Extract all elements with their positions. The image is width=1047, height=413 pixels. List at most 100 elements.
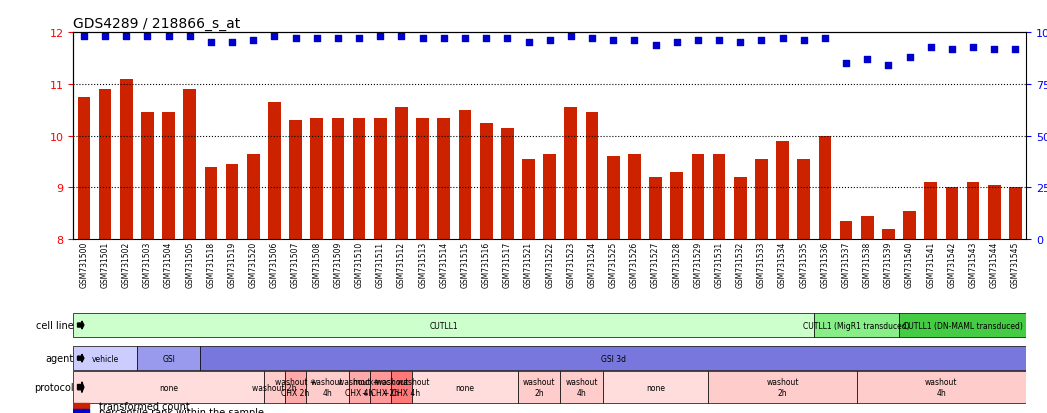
Text: CUTLL1 (MigR1 transduced): CUTLL1 (MigR1 transduced) xyxy=(803,321,910,330)
Bar xyxy=(713,154,726,240)
Point xyxy=(181,34,198,40)
FancyArrow shape xyxy=(77,354,84,362)
Point xyxy=(922,44,939,51)
Text: none: none xyxy=(159,383,178,392)
Point xyxy=(732,40,749,47)
Bar xyxy=(204,167,218,240)
Point xyxy=(711,38,728,45)
Bar xyxy=(925,183,937,240)
Point xyxy=(562,34,579,40)
Point xyxy=(436,36,452,43)
FancyBboxPatch shape xyxy=(413,371,518,403)
Text: washout 2h: washout 2h xyxy=(252,383,296,392)
Point xyxy=(139,34,156,40)
Text: mock washout
+ CHX 2h: mock washout + CHX 2h xyxy=(353,377,408,397)
Point xyxy=(690,38,707,45)
FancyBboxPatch shape xyxy=(370,371,391,403)
Bar xyxy=(607,157,620,240)
Point xyxy=(774,36,790,43)
Point xyxy=(583,36,600,43)
Bar xyxy=(73,409,89,413)
Bar xyxy=(670,172,683,240)
Text: vehicle: vehicle xyxy=(91,354,118,363)
Bar xyxy=(819,136,831,240)
Point xyxy=(499,36,516,43)
Point xyxy=(859,57,875,63)
Point xyxy=(605,38,622,45)
Point xyxy=(96,34,113,40)
Bar xyxy=(861,216,873,240)
Bar xyxy=(840,221,852,240)
FancyBboxPatch shape xyxy=(200,346,1026,370)
Bar xyxy=(310,118,324,240)
FancyBboxPatch shape xyxy=(264,371,285,403)
Bar xyxy=(183,90,196,240)
Point xyxy=(393,34,409,40)
Point xyxy=(477,36,494,43)
Bar xyxy=(585,113,599,240)
Point xyxy=(796,38,812,45)
Bar xyxy=(417,118,429,240)
FancyArrow shape xyxy=(77,321,84,329)
Bar xyxy=(395,108,408,240)
Bar xyxy=(1009,188,1022,240)
Point xyxy=(330,36,347,43)
Bar xyxy=(904,211,916,240)
Bar xyxy=(628,154,641,240)
FancyBboxPatch shape xyxy=(349,371,370,403)
Bar xyxy=(480,123,492,240)
Bar xyxy=(353,118,365,240)
Point xyxy=(817,36,833,43)
Text: washout
2h: washout 2h xyxy=(522,377,555,397)
Bar xyxy=(438,118,450,240)
Bar xyxy=(649,178,662,240)
Text: none: none xyxy=(646,383,665,392)
Bar xyxy=(289,121,302,240)
Bar xyxy=(798,159,810,240)
FancyBboxPatch shape xyxy=(709,371,856,403)
FancyBboxPatch shape xyxy=(137,346,200,370)
Point xyxy=(456,36,473,43)
Point xyxy=(881,63,897,69)
Text: CUTLL1 (DN-MAML transduced): CUTLL1 (DN-MAML transduced) xyxy=(903,321,1023,330)
Text: washout +
CHX 4h: washout + CHX 4h xyxy=(338,377,380,397)
FancyBboxPatch shape xyxy=(560,371,603,403)
Bar xyxy=(734,178,747,240)
Text: protocol: protocol xyxy=(34,382,73,392)
Text: agent: agent xyxy=(45,353,73,363)
Point xyxy=(266,34,283,40)
Bar xyxy=(162,113,175,240)
Point xyxy=(224,40,241,47)
Text: mock washout
+ CHX 4h: mock washout + CHX 4h xyxy=(374,377,429,397)
Text: transformed count: transformed count xyxy=(99,401,191,411)
Point xyxy=(964,44,981,51)
Point xyxy=(245,38,262,45)
Bar xyxy=(98,90,111,240)
Point xyxy=(668,40,685,47)
Point xyxy=(160,34,177,40)
Point xyxy=(287,36,304,43)
Text: washout
2h: washout 2h xyxy=(766,377,799,397)
Point xyxy=(647,42,664,49)
FancyBboxPatch shape xyxy=(815,313,899,337)
Bar xyxy=(500,128,514,240)
Bar xyxy=(141,113,154,240)
Bar xyxy=(543,154,556,240)
Bar xyxy=(564,108,577,240)
Bar xyxy=(332,118,344,240)
Bar xyxy=(776,141,789,240)
Point xyxy=(986,46,1003,53)
Text: washout
4h: washout 4h xyxy=(926,377,958,397)
Text: washout +
CHX 2h: washout + CHX 2h xyxy=(275,377,316,397)
FancyBboxPatch shape xyxy=(518,371,560,403)
FancyBboxPatch shape xyxy=(306,371,349,403)
Bar xyxy=(522,159,535,240)
FancyBboxPatch shape xyxy=(391,371,413,403)
Point xyxy=(118,34,135,40)
Point xyxy=(309,36,326,43)
Bar xyxy=(268,103,281,240)
Bar xyxy=(755,159,767,240)
Bar xyxy=(945,188,958,240)
FancyBboxPatch shape xyxy=(73,313,815,337)
Bar xyxy=(966,183,980,240)
